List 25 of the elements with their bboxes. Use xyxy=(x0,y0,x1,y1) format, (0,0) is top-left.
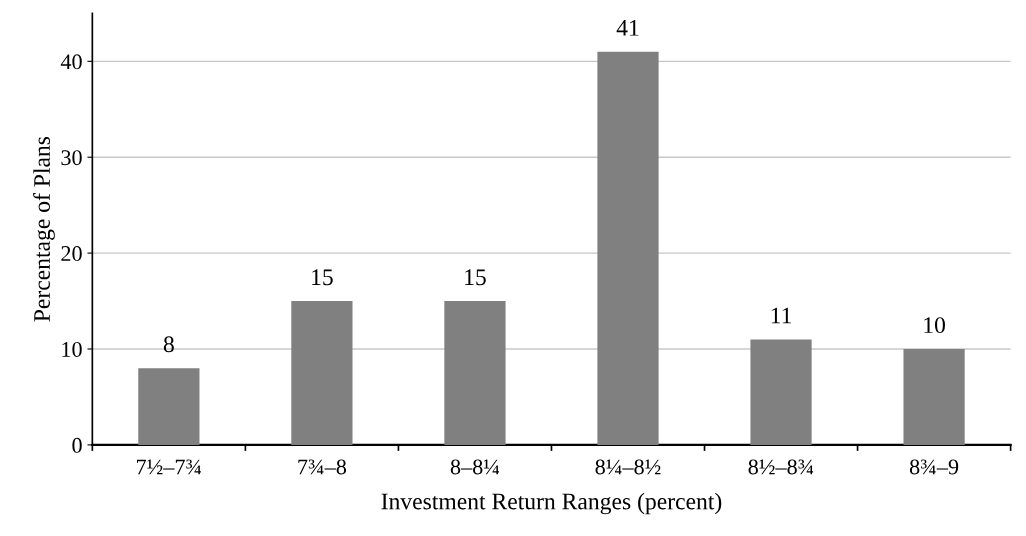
data-label: 15 xyxy=(465,269,486,286)
x-tick-label: 8–8¼ xyxy=(450,459,499,475)
y-tick-label: 0 xyxy=(72,437,82,453)
data-label: 11 xyxy=(771,307,791,324)
x-tick-label: 8¼–8½ xyxy=(595,459,661,475)
y-tick-label: 30 xyxy=(61,150,82,166)
bar xyxy=(903,349,965,445)
bar xyxy=(291,301,353,445)
bar xyxy=(597,51,659,445)
bar xyxy=(444,301,506,445)
y-axis-title: Percentage of Plans xyxy=(33,136,55,322)
y-tick-label: 40 xyxy=(60,54,82,70)
x-axis-title: Investment Return Ranges (percent) xyxy=(381,492,722,515)
x-tick-label: 7½–7¾ xyxy=(136,459,201,475)
data-label: 15 xyxy=(312,269,333,286)
x-tick-label: 8½–8¾ xyxy=(748,459,814,475)
data-label: 41 xyxy=(616,20,639,36)
bar xyxy=(138,368,200,445)
bar xyxy=(750,339,812,445)
x-tick-label: 7¾–8 xyxy=(298,459,347,475)
data-label: 8 xyxy=(163,336,174,353)
x-tick-label: 8¾–9 xyxy=(909,459,959,475)
data-label: 10 xyxy=(924,317,945,334)
y-tick-label: 20 xyxy=(61,246,82,262)
y-tick-label: 10 xyxy=(62,341,82,357)
